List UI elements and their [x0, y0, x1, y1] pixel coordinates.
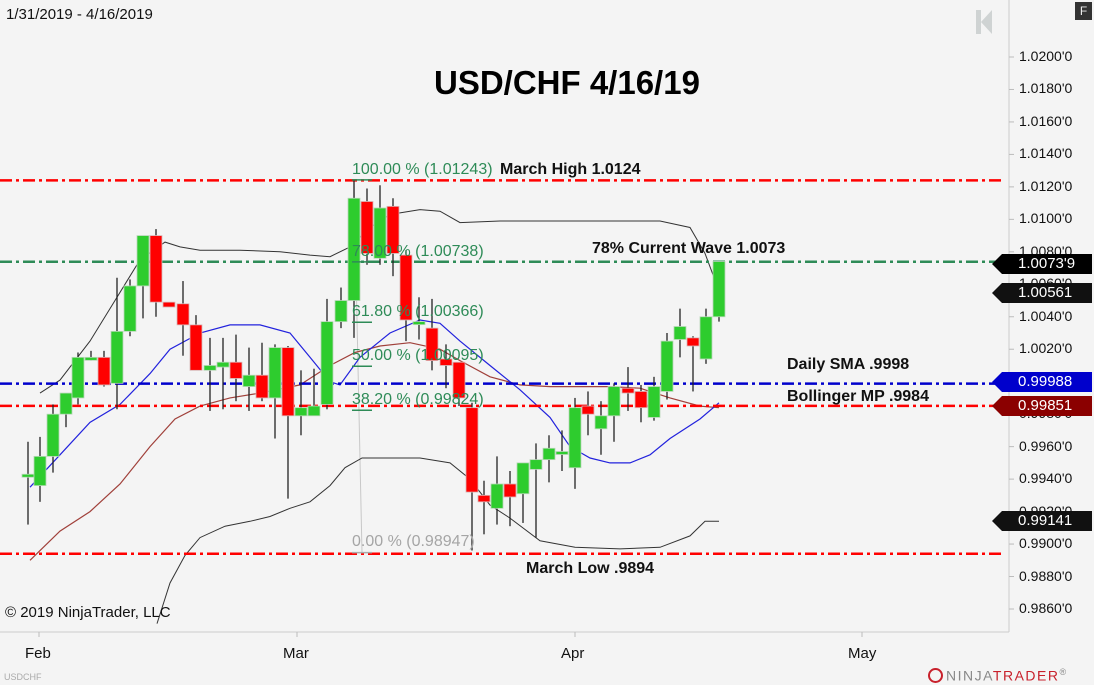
- y-tick-label: 1.0140'0: [1019, 145, 1073, 162]
- y-tick-label: 1.0040'0: [1019, 307, 1073, 324]
- price-tag-close-value: 1.0073'9: [1018, 255, 1076, 272]
- annotation-daily-sma: Daily SMA .9998: [787, 356, 910, 373]
- logo-text-ninja: NINJA: [946, 667, 993, 684]
- price-tag-sma-value: 0.99988: [1018, 373, 1073, 390]
- ninjatrader-logo: NINJATRADER®: [928, 667, 1068, 684]
- copyright: © 2019 NinjaTrader, LLC: [5, 604, 171, 621]
- y-tick-label: 0.9960'0: [1019, 437, 1073, 454]
- y-tick-label: 0.9900'0: [1019, 535, 1073, 552]
- y-tick-label: 1.0020'0: [1019, 340, 1073, 357]
- price-tag-upper-band-value: 1.00561: [1018, 284, 1073, 301]
- ninjatrader-logo-icon: [928, 667, 943, 683]
- logo-registered: ®: [1059, 667, 1068, 677]
- annotation-march-high: March High 1.0124: [500, 161, 641, 178]
- y-tick-label: 1.0160'0: [1019, 112, 1073, 129]
- fib-label-78: 78.00 % (1.00738): [352, 243, 484, 260]
- annotation-march-low: March Low .9894: [526, 560, 655, 577]
- y-tick-label: 1.0200'0: [1019, 48, 1073, 64]
- x-tick-label: May: [848, 645, 877, 662]
- annotation-current-wave: 78% Current Wave 1.0073: [592, 240, 786, 257]
- price-tag-upper-band: 1.00561: [992, 283, 1092, 303]
- annotation-bollinger-mp: Bollinger MP .9984: [787, 388, 929, 405]
- fib-label-50: 50.00 % (1.00095): [352, 347, 484, 364]
- y-tick-label: 0.9860'0: [1019, 599, 1073, 616]
- y-tick-label: 1.0180'0: [1019, 80, 1073, 97]
- price-tag-lower-band-value: 0.99141: [1018, 512, 1073, 529]
- fib-label-61-8: 61.80 % (1.00366): [352, 303, 484, 320]
- fib-label-38-2: 38.20 % (0.99824): [352, 391, 484, 408]
- candlesticks: [21, 180, 726, 551]
- chart-title: USD/CHF 4/16/19: [434, 64, 700, 101]
- x-tick-label: Mar: [283, 645, 309, 662]
- instrument-symbol: USDCHF: [4, 672, 42, 682]
- date-range: 1/31/2019 - 4/16/2019: [6, 6, 153, 23]
- y-tick-label: 0.9940'0: [1019, 470, 1073, 487]
- f-button[interactable]: F: [1075, 2, 1092, 20]
- price-tag-lower-band: 0.99141: [992, 511, 1092, 531]
- y-tick-label: 1.0120'0: [1019, 177, 1073, 194]
- fib-label-0: 0.00 % (0.98947): [352, 533, 475, 550]
- y-tick-label: 1.0100'0: [1019, 210, 1073, 227]
- fib-label-100: 100.00 % (1.01243): [352, 161, 493, 178]
- price-tag-bb-mid: 0.99851: [992, 396, 1092, 416]
- price-tag-sma: 0.99988: [992, 372, 1092, 392]
- y-tick-label: 0.9880'0: [1019, 567, 1073, 584]
- x-axis-ticks: [38, 632, 863, 637]
- price-tag-bb-mid-value: 0.99851: [1018, 397, 1073, 414]
- x-tick-label: Apr: [561, 645, 585, 662]
- scroll-to-start-icon[interactable]: [976, 10, 992, 34]
- horizontal-lines[interactable]: [0, 179, 1005, 556]
- logo-text-trader: TRADER: [992, 667, 1060, 684]
- x-tick-label: Feb: [25, 645, 51, 662]
- price-tag-close: 1.0073'9: [992, 254, 1092, 274]
- fibonacci-level-ticks: [352, 179, 372, 554]
